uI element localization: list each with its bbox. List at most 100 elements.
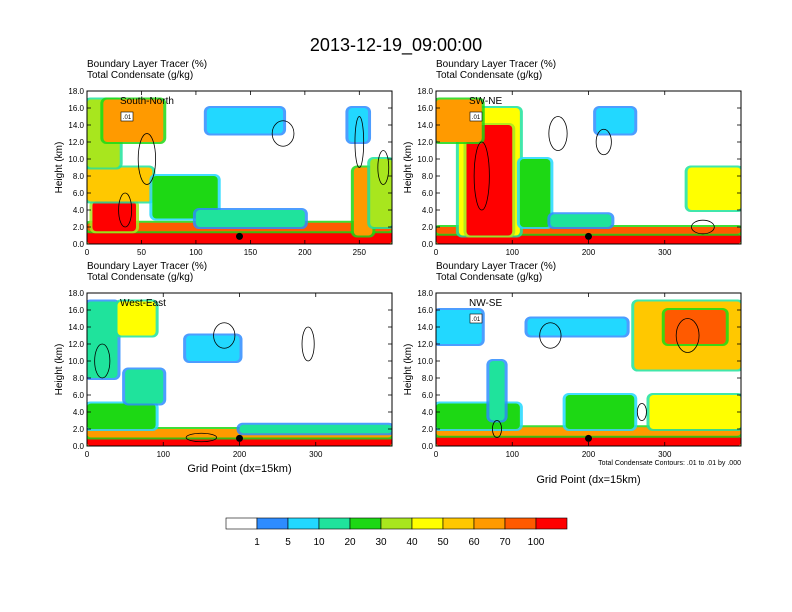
colorbar-label: 100 — [528, 537, 545, 548]
condensate-contour — [354, 116, 365, 168]
y-tick-label: 10.0 — [68, 155, 84, 164]
y-axis-label: Height (km) — [403, 142, 414, 194]
condensate-contour — [271, 120, 295, 147]
colorbar-swatch — [287, 517, 320, 530]
x-tick-label: 0 — [85, 248, 90, 257]
colorbar-swatch — [473, 517, 506, 530]
y-tick-label: 2.0 — [422, 223, 434, 232]
x-tick-label: 0 — [434, 450, 439, 459]
x-tick-label: 200 — [298, 248, 312, 257]
x-tick-label: 100 — [189, 248, 203, 257]
y-axis-label: Height (km) — [54, 344, 65, 396]
panel-sw-ne: Boundary Layer Tracer (%)Total Condensat… — [403, 59, 742, 257]
tracer-field — [87, 293, 392, 446]
colorbar-swatch — [380, 517, 413, 530]
y-tick-label: 18.0 — [417, 87, 433, 96]
panel-label: West-East — [120, 298, 166, 309]
panel-label: SW-NE — [469, 96, 502, 107]
y-tick-label: 14.0 — [68, 323, 84, 332]
condensate-contour — [492, 420, 502, 438]
tracer-cell — [152, 176, 218, 219]
y-tick-label: 10.0 — [417, 357, 433, 366]
y-tick-label: 0.0 — [73, 442, 85, 451]
tracer-cell — [239, 424, 392, 434]
y-tick-label: 2.0 — [73, 223, 85, 232]
tracer-cell — [125, 369, 164, 404]
panel-label: South-North — [120, 96, 174, 107]
panel-title-tracer: Boundary Layer Tracer (%) — [87, 261, 207, 272]
colorbar-swatch — [535, 517, 568, 530]
panel-west-east: Boundary Layer Tracer (%)Total Condensat… — [54, 261, 393, 475]
y-tick-label: 4.0 — [73, 206, 85, 215]
panel-title-condensate: Total Condensate (g/kg) — [87, 70, 193, 81]
y-tick-label: 14.0 — [417, 323, 433, 332]
condensate-contour — [94, 343, 111, 379]
tracer-cell — [519, 159, 551, 227]
panel-nw-se: Boundary Layer Tracer (%)Total Condensat… — [403, 261, 742, 486]
colorbar-label: 30 — [375, 537, 387, 548]
y-tick-label: 16.0 — [417, 306, 433, 315]
contour-label: .01 — [123, 115, 132, 121]
x-tick-label: 300 — [658, 248, 672, 257]
panel-title-tracer: Boundary Layer Tracer (%) — [436, 261, 556, 272]
tracer-cell — [206, 108, 284, 134]
y-tick-label: 16.0 — [68, 104, 84, 113]
contour-label-box — [469, 313, 483, 324]
y-tick-label: 18.0 — [417, 289, 433, 298]
y-axis-label: Height (km) — [54, 142, 65, 194]
y-tick-label: 6.0 — [422, 189, 434, 198]
y-tick-label: 12.0 — [68, 340, 84, 349]
x-tick-label: 200 — [233, 450, 247, 459]
contour-label: .01 — [472, 115, 481, 121]
condensate-contour — [137, 133, 157, 185]
condensate-contour — [595, 128, 612, 156]
y-tick-label: 16.0 — [68, 306, 84, 315]
location-marker — [585, 434, 592, 442]
tracer-cell — [436, 99, 482, 142]
y-tick-label: 4.0 — [73, 408, 85, 417]
tracer-cell — [92, 201, 137, 232]
y-tick-label: 14.0 — [417, 121, 433, 130]
tracer-cell — [348, 108, 369, 142]
x-tick-label: 300 — [309, 450, 323, 459]
x-tick-label: 200 — [582, 248, 596, 257]
condensate-contour — [675, 318, 700, 353]
tracer-cell — [87, 167, 153, 202]
y-tick-label: 6.0 — [73, 391, 85, 400]
y-tick-label: 8.0 — [73, 172, 85, 181]
contour-label: .01 — [472, 317, 481, 323]
panel-label: NW-SE — [469, 298, 502, 309]
condensate-contour — [377, 150, 390, 185]
x-tick-label: 150 — [244, 248, 258, 257]
colorbar-swatch — [256, 517, 289, 530]
location-marker — [585, 232, 592, 240]
tracer-cell — [649, 395, 741, 429]
colorbar-swatch — [411, 517, 444, 530]
y-tick-label: 10.0 — [417, 155, 433, 164]
tracer-cell — [565, 395, 635, 429]
panel-title-condensate: Total Condensate (g/kg) — [436, 70, 542, 81]
colorbar-swatch — [349, 517, 382, 530]
condensate-contour — [185, 432, 218, 443]
y-axis-label: Height (km) — [403, 344, 414, 396]
tracer-cell — [186, 335, 240, 361]
colorbar-label: 10 — [313, 537, 325, 548]
y-tick-label: 12.0 — [417, 138, 433, 147]
condensate-contour — [691, 219, 715, 235]
tracer-cell — [596, 108, 635, 134]
colorbar-swatch — [504, 517, 537, 530]
x-tick-label: 100 — [506, 248, 520, 257]
tracer-cell — [117, 301, 156, 336]
y-tick-label: 8.0 — [422, 374, 434, 383]
x-axis-label: Grid Point (dx=15km) — [187, 463, 291, 475]
y-tick-label: 12.0 — [417, 340, 433, 349]
condensate-contour — [118, 192, 133, 228]
panel-title-condensate: Total Condensate (g/kg) — [87, 272, 193, 283]
tracer-cell — [195, 210, 305, 227]
y-tick-label: 10.0 — [68, 357, 84, 366]
y-tick-label: 0.0 — [422, 442, 434, 451]
y-tick-label: 4.0 — [422, 206, 434, 215]
x-tick-label: 200 — [582, 450, 596, 459]
x-tick-label: 0 — [434, 248, 439, 257]
x-axis-label: Grid Point (dx=15km) — [536, 474, 640, 486]
